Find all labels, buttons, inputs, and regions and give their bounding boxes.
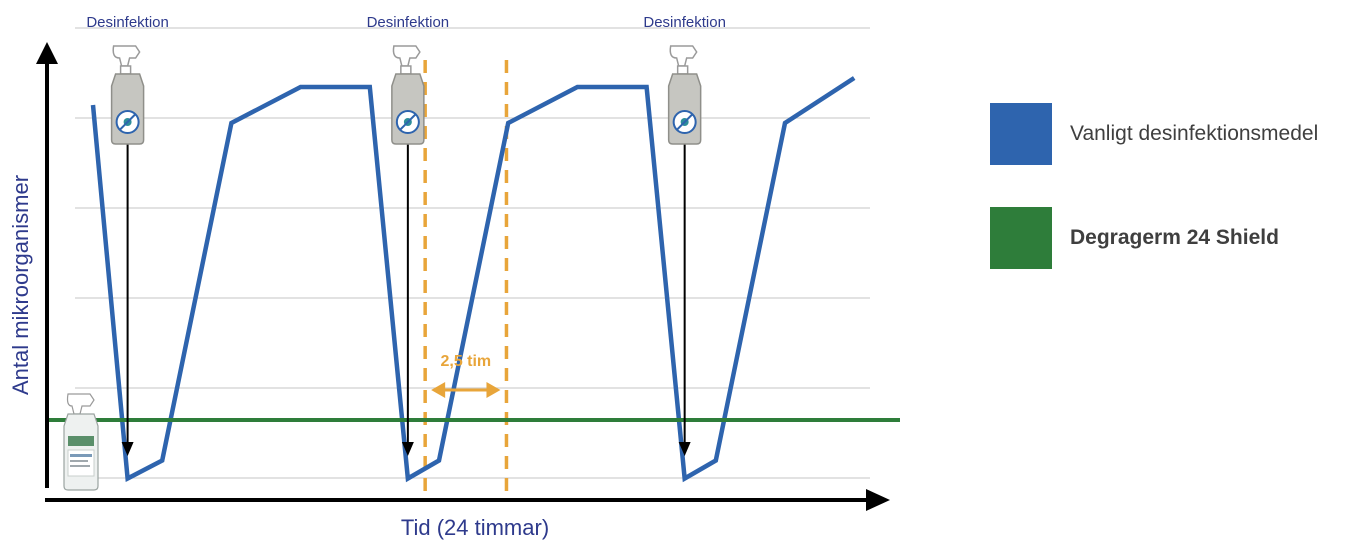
series-line-standard bbox=[90, 76, 856, 483]
disinfection-arrowhead bbox=[678, 442, 691, 456]
spray-bottle-icon bbox=[110, 45, 145, 145]
duration-annotation: 2,5 tim bbox=[440, 353, 491, 370]
disinfection-arrows bbox=[121, 122, 691, 456]
disinfection-label: Desinfektion bbox=[643, 14, 726, 31]
labels-layer: Tid (24 timmar) Antal mikroorganismer De… bbox=[8, 14, 726, 540]
legend-label-shield: Degragerm 24 Shield bbox=[1070, 226, 1279, 249]
icons-layer bbox=[63, 45, 702, 491]
legend-swatch-shield bbox=[990, 207, 1052, 269]
legend-label-standard: Vanligt desinfektionsmedel bbox=[1070, 122, 1319, 145]
legend-swatch-standard bbox=[990, 103, 1052, 165]
axes bbox=[36, 42, 890, 511]
spray-bottle-icon bbox=[391, 45, 425, 145]
legend-item-shield: Degragerm 24 Shield bbox=[990, 207, 1279, 269]
y-axis-arrowhead bbox=[36, 42, 58, 64]
disinfection-arrowhead bbox=[401, 442, 414, 456]
disinfection-label: Desinfektion bbox=[86, 14, 169, 31]
grid-lines bbox=[75, 27, 870, 479]
duration-arrowhead-left bbox=[431, 382, 446, 398]
legend-item-standard: Vanligt desinfektionsmedel bbox=[990, 103, 1318, 165]
disinfection-label: Desinfektion bbox=[367, 14, 450, 31]
series-layer bbox=[47, 76, 900, 483]
x-axis-arrowhead bbox=[866, 489, 890, 511]
degragerm-product-icon bbox=[63, 393, 99, 491]
duration-arrowhead-right bbox=[486, 382, 501, 398]
duration-markers bbox=[423, 60, 509, 500]
x-axis-label: Tid (24 timmar) bbox=[401, 515, 549, 540]
disinfection-arrowhead bbox=[121, 442, 134, 456]
spray-bottle-icon bbox=[667, 45, 702, 145]
y-axis-label: Antal mikroorganismer bbox=[8, 175, 33, 395]
